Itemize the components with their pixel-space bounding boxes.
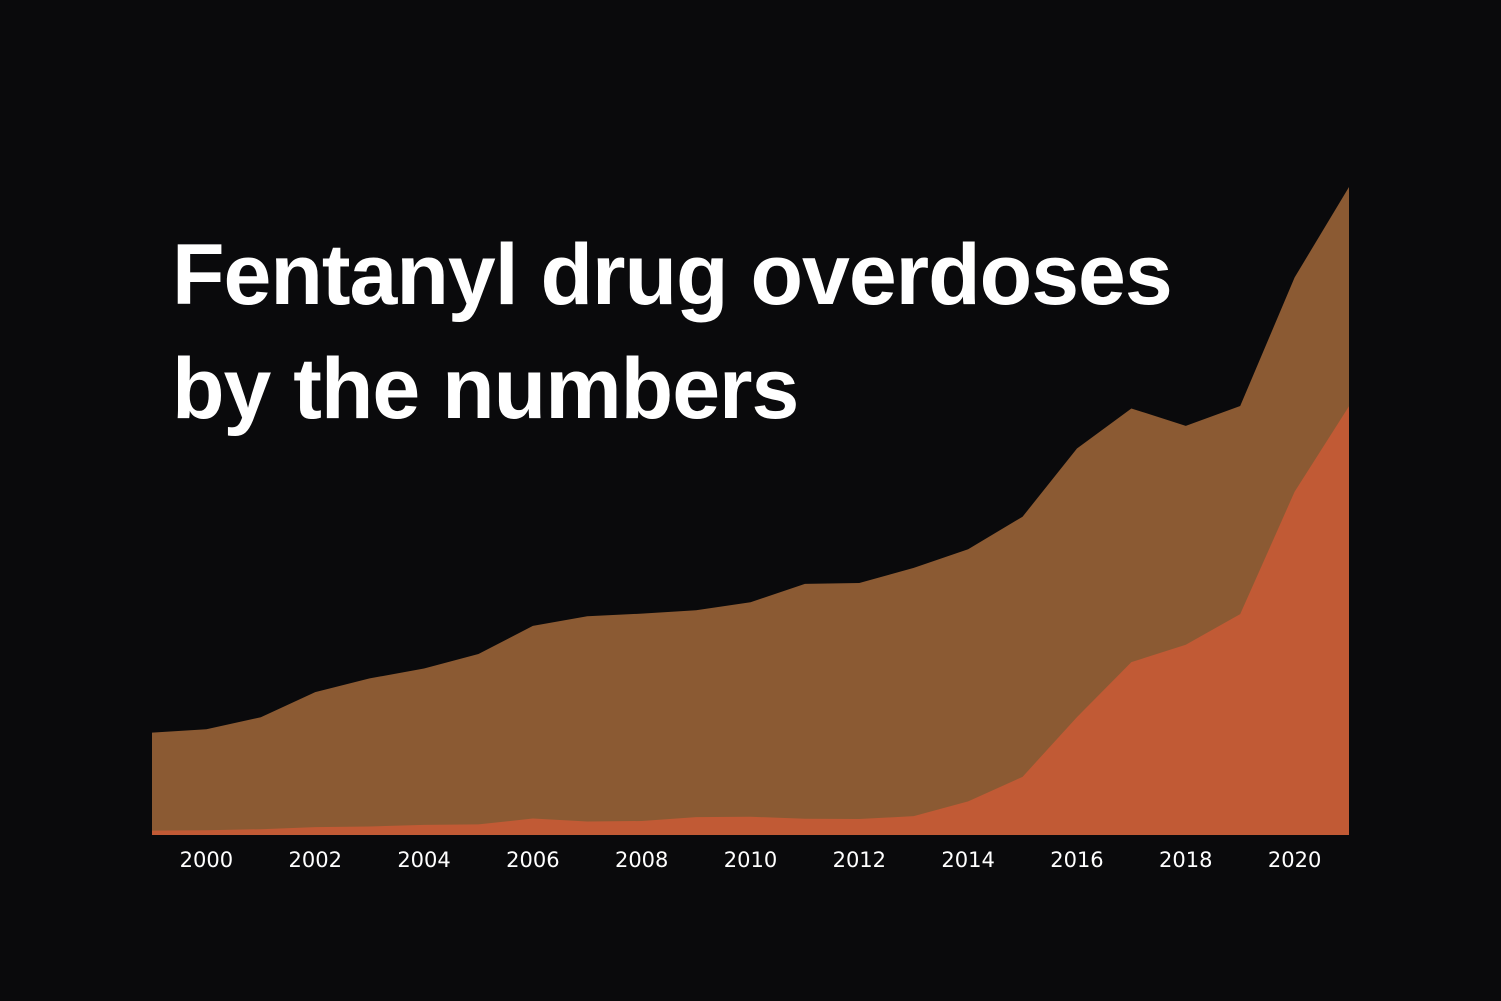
x-tick-label: 2014 bbox=[941, 848, 994, 872]
x-tick-label: 2002 bbox=[289, 848, 342, 872]
chart-title: Fentanyl drug overdoses by the numbers bbox=[172, 227, 1173, 437]
x-tick-label: 2008 bbox=[615, 848, 668, 872]
x-tick-label: 2000 bbox=[180, 848, 233, 872]
x-tick-label: 2010 bbox=[724, 848, 777, 872]
x-tick-label: 2016 bbox=[1050, 848, 1103, 872]
x-tick-label: 2004 bbox=[397, 848, 450, 872]
x-tick-label: 2006 bbox=[506, 848, 559, 872]
x-tick-label: 2012 bbox=[833, 848, 886, 872]
x-tick-label: 2020 bbox=[1268, 848, 1321, 872]
area bbox=[152, 406, 1349, 835]
area bbox=[152, 187, 1349, 835]
x-tick-label: 2018 bbox=[1159, 848, 1212, 872]
